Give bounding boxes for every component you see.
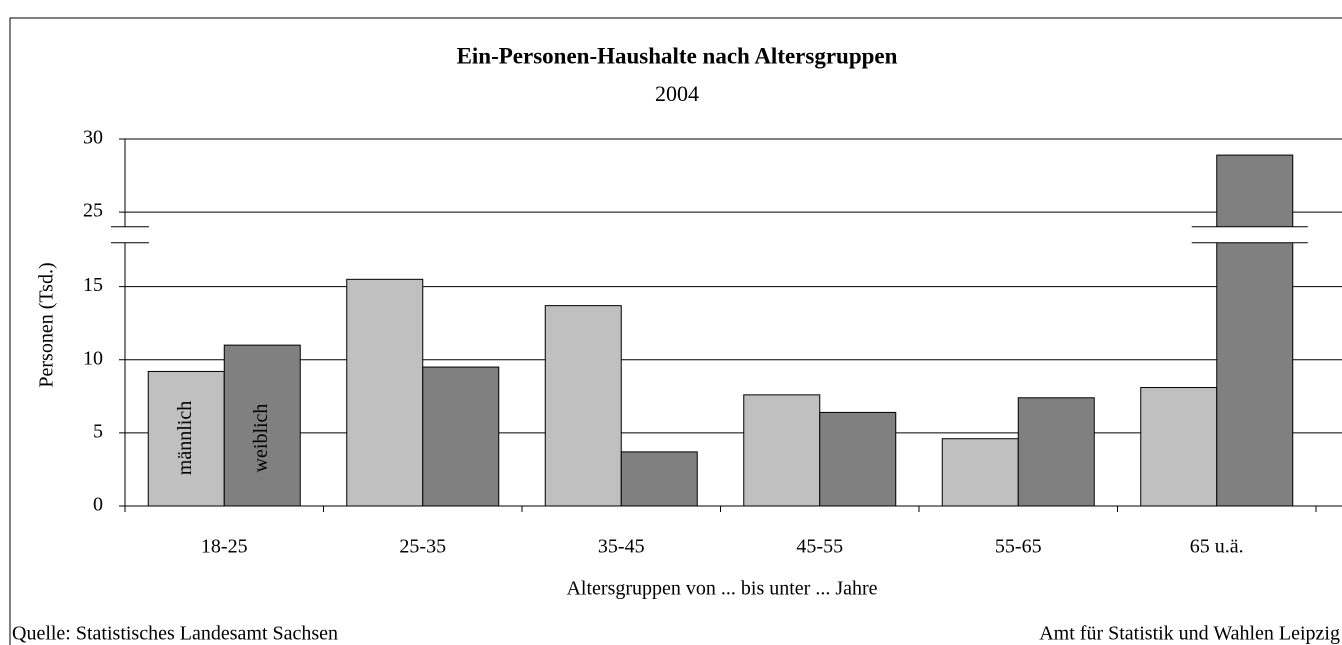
y-tick-label: 15 [83, 274, 103, 296]
y-tick-label: 0 [93, 494, 103, 516]
bar [544, 305, 622, 507]
bar [819, 411, 897, 507]
legend-label: männlich [174, 401, 196, 475]
source-note: Quelle: Statistisches Landesamt Sachsen [12, 623, 338, 645]
x-tick-label: 55-65 [995, 536, 1042, 558]
bar [1140, 387, 1218, 507]
y-tick-label: 30 [83, 127, 103, 149]
x-tick-label: 25-35 [399, 536, 446, 558]
x-tick-label: 18-25 [201, 536, 248, 558]
x-tick-label: 35-45 [598, 536, 645, 558]
y-tick-label: 5 [93, 420, 103, 442]
y-tick-label: 10 [83, 347, 103, 369]
axis-break-gap [1191, 226, 1308, 243]
y-tick-label: 25 [83, 200, 103, 222]
legend-label: weiblich [250, 404, 272, 473]
y-axis-label: Personen (Tsd.) [36, 262, 58, 387]
chart-frame [9, 17, 1342, 645]
x-tick-label: 45-55 [796, 536, 843, 558]
x-tick-label: 65 u.ä. [1190, 536, 1244, 558]
chart-subtitle: 2004 [655, 81, 699, 106]
bar [743, 394, 821, 507]
bar [1216, 154, 1294, 507]
bar [941, 438, 1019, 507]
bar [147, 370, 225, 507]
bar [1017, 397, 1095, 507]
x-axis-label: Altersgruppen von ... bis unter ... Jahr… [566, 578, 877, 600]
credit-note: Amt für Statistik und Wahlen Leipzig [1039, 623, 1340, 645]
bar [346, 278, 424, 507]
chart-title: Ein-Personen-Haushalte nach Altersgruppe… [457, 43, 898, 68]
bar [223, 344, 301, 507]
bar [422, 366, 500, 507]
bar [620, 451, 698, 507]
axis-break-gap [111, 226, 149, 243]
